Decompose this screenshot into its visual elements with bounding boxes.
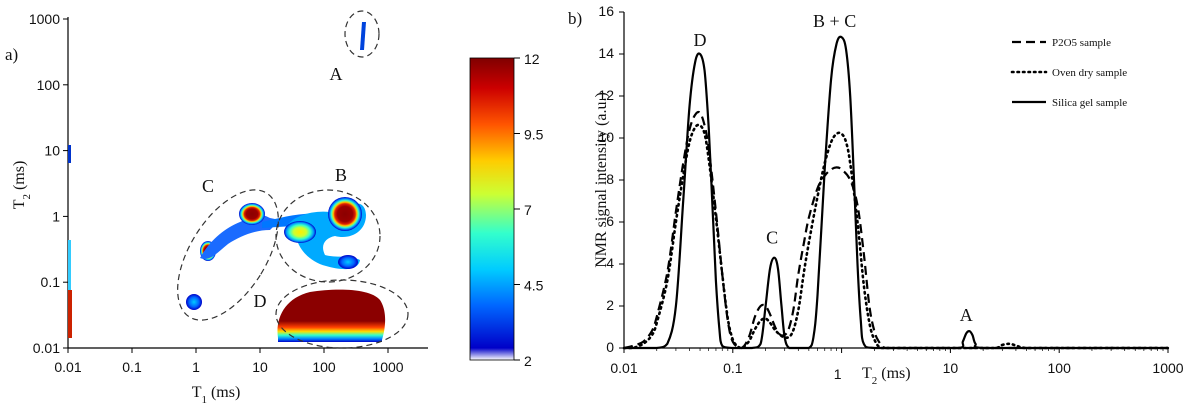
panel-b-x-tick-label: 1000 (1152, 360, 1183, 376)
region-label-d: D (254, 291, 267, 311)
panel-a: 0.01 0.1 1 10 100 1000 0.01 0.1 1 10 100 1000 (5, 10, 544, 405)
panel-b-y-tick-label: 6 (606, 213, 614, 229)
peak-label: B + C (813, 11, 856, 31)
panel-b-series (622, 35, 1170, 350)
colorbar-tick-label: 2 (524, 353, 532, 369)
panel-a-x-label: T1 (ms) (192, 384, 241, 405)
panel-a-y-tick-label: 1000 (29, 11, 60, 27)
panel-a-x-tick-label: 0.1 (122, 359, 142, 375)
outline-c (177, 189, 279, 321)
colorbar-tick-label: 9.5 (524, 127, 544, 143)
panel-b-y-tick-label: 16 (598, 3, 614, 19)
panel-b-y-tick-label: 12 (598, 87, 614, 103)
region-label-a: A (330, 64, 343, 84)
colorbar-tick-label: 7 (524, 202, 532, 218)
panel-a-x-tick-label: 1000 (372, 359, 403, 375)
series-line-dashed (623, 110, 1168, 350)
colorbar: 12 9.5 7 4.5 2 (469, 51, 544, 369)
panel-a-y-tick-label: 100 (37, 77, 61, 93)
panel-b-peak-labels: D C B + C A (694, 11, 973, 325)
series-line-solid (624, 35, 1168, 350)
panel-b-y-tick-label: 10 (598, 129, 614, 145)
panel-a-x-tick-label: 0.01 (54, 359, 81, 375)
panel-a-map (68, 22, 386, 342)
panel-a-outlines (177, 10, 409, 349)
panel-b-legend: P2O5 sample Oven dry sample Silica gel sam… (1010, 37, 1127, 109)
map-peak-c-low (186, 294, 202, 310)
panel-b-y-tick-label: 4 (606, 255, 614, 271)
map-peak-b-small (338, 255, 358, 269)
panel-b-x-label: T2 (ms) (862, 365, 911, 387)
panel-b-x-tick-label: 0.01 (610, 360, 637, 376)
outline-d (275, 279, 409, 349)
outline-a (344, 10, 380, 58)
region-label-b: B (335, 165, 347, 185)
peak-label: A (960, 305, 973, 325)
panel-b-x-tick-label: 10 (943, 360, 959, 376)
panel-a-ticks: 0.01 0.1 1 10 100 1000 0.01 0.1 1 10 100 1000 (29, 11, 404, 375)
panel-a-y-tick-label: 10 (44, 143, 60, 159)
panel-a-region-labels: A B C D (202, 64, 347, 311)
legend-entry: Silica gel sample (1052, 97, 1127, 109)
map-peak-c-main (239, 203, 265, 225)
legend-entry: Oven dry sample (1052, 67, 1127, 79)
legend-entry: P2O5 sample (1052, 37, 1111, 49)
panel-b-x-tick-label: 100 (1048, 360, 1072, 376)
panel-a-x-tick-label: 100 (312, 359, 336, 375)
panel-b-y-tick-label: 8 (606, 171, 614, 187)
edge-artifact-lower (68, 290, 72, 338)
panel-b-y-label: NMR signal intensity (a.u.) (593, 92, 610, 268)
peak-label: D (694, 30, 707, 50)
colorbar-gradient (469, 57, 515, 361)
panel-b-y-tick-label: 14 (598, 45, 614, 61)
panel-a-x-tick-label: 10 (252, 359, 268, 375)
panel-a-y-tick-label: 0.1 (41, 274, 61, 290)
panel-a-label: a) (5, 45, 18, 64)
panel-b-y-tick-label: 0 (606, 339, 614, 355)
map-peak-d (277, 289, 386, 342)
map-peak-b-yellow (284, 221, 316, 243)
panel-b-x-tick-label: 0.1 (723, 360, 743, 376)
series-line-dotted (622, 123, 1170, 350)
edge-artifact-mid (68, 240, 71, 300)
panel-b-label: b) (568, 9, 582, 28)
region-label-c: C (202, 176, 214, 196)
panel-b-axes (623, 12, 1168, 349)
panel-b-ticks: 0.01 0.1 1 10 100 1000 0 2 4 6 8 10 12 14 16 (598, 3, 1183, 382)
edge-artifact-upper (68, 145, 71, 163)
colorbar-tick-label: 12 (524, 51, 540, 67)
panel-b-x-tick-label: 1 (834, 366, 842, 382)
panel-a-y-label: T2 (ms) (11, 161, 33, 210)
peak-label: C (766, 228, 778, 248)
panel-b-y-tick-label: 2 (606, 297, 614, 313)
panel-a-y-tick-label: 1 (52, 208, 60, 224)
colorbar-ticks: 12 9.5 7 4.5 2 (514, 51, 544, 369)
map-peak-b-main (328, 197, 362, 231)
map-peak-a (360, 22, 366, 50)
map-bridge-c (200, 214, 280, 259)
panel-a-y-tick-label: 0.01 (33, 340, 60, 356)
colorbar-tick-label: 4.5 (524, 278, 544, 294)
panel-a-x-tick-label: 1 (192, 359, 200, 375)
